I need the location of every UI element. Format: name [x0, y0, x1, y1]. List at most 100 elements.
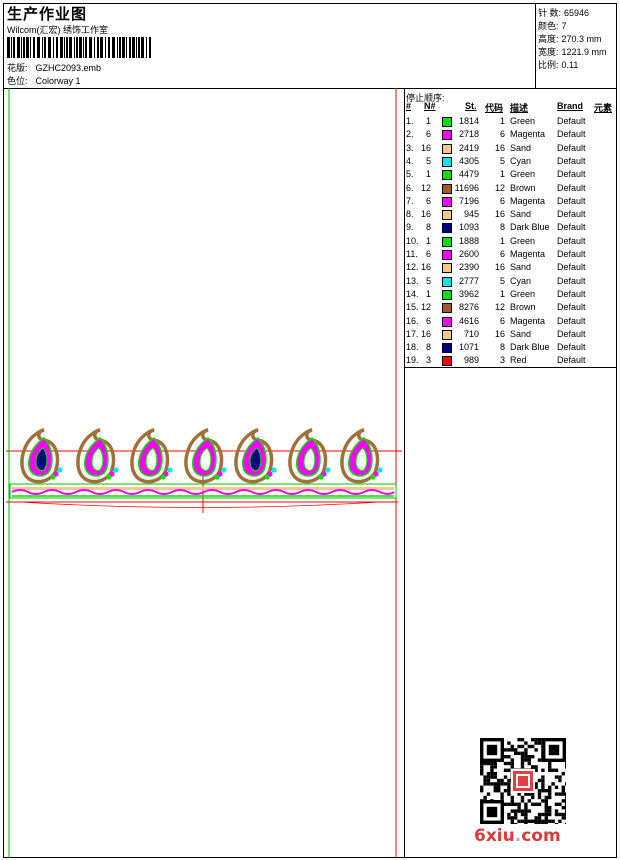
paisley-motif-icon — [130, 428, 173, 484]
row-brand: Default — [557, 235, 586, 246]
row-brand: Default — [557, 262, 586, 273]
color-swatch — [442, 250, 452, 260]
row-code: 6 — [499, 129, 505, 140]
page-title: 生产作业图 — [7, 6, 88, 23]
row-stitches: 2718 — [458, 129, 479, 140]
list-item: 19. 3 989 3 Red Default — [406, 355, 616, 368]
col-brand: Brand — [557, 101, 584, 111]
preview-list-divider — [404, 88, 405, 858]
row-needle: 16 — [420, 262, 431, 273]
pattern-label: 花版: — [7, 63, 28, 73]
list-bottom-divider — [404, 367, 617, 368]
col-index: # — [406, 101, 412, 111]
color-swatch — [442, 143, 452, 154]
row-stitches: 4305 — [458, 155, 479, 166]
row-index: 12. — [406, 262, 419, 273]
row-needle: 1 — [425, 288, 431, 299]
row-needle: 6 — [425, 249, 431, 259]
row-stitches: 3962 — [458, 288, 479, 299]
row-stitches: 710 — [463, 328, 479, 339]
row-stitches: 4479 — [458, 169, 479, 180]
row-stitches: 2777 — [458, 275, 479, 286]
color-swatch — [442, 196, 452, 207]
row-code: 16 — [494, 209, 505, 220]
row-stitches: 1071 — [458, 342, 479, 353]
row-code: 5 — [499, 275, 505, 286]
paisley-motif-icon — [234, 428, 277, 484]
row-code: 16 — [494, 142, 505, 153]
row-stitches: 2419 — [458, 142, 479, 153]
row-description: Magenta — [510, 195, 546, 206]
col-description: 描述 — [510, 103, 529, 113]
row-brand: Default — [557, 275, 586, 286]
stat-value: 65946 — [564, 8, 590, 18]
row-description: Dark Blue — [510, 342, 550, 353]
stat-label: 针 数: — [538, 8, 562, 18]
row-description: Magenta — [510, 129, 546, 140]
stat-row: 宽度: 1221.9 mm — [538, 45, 607, 58]
list-item: 10. 1 1888 1 Green Default — [406, 236, 616, 249]
row-description: Magenta — [510, 315, 546, 326]
row-description: Brown — [510, 182, 536, 193]
sheet-frame — [3, 3, 617, 858]
row-needle: 5 — [425, 275, 431, 286]
row-code: 1 — [499, 116, 505, 126]
stat-row: 颜色: 7 — [538, 19, 567, 32]
row-brand: Default — [557, 195, 586, 206]
list-item: 17. 16 710 16 Sand Default — [406, 329, 616, 342]
stat-row: 比例: 0.11 — [538, 58, 578, 71]
color-swatch — [442, 170, 452, 181]
list-item: 5. 1 4479 1 Green Default — [406, 169, 616, 182]
row-brand: Default — [557, 302, 586, 313]
row-index: 16. — [406, 315, 419, 326]
row-needle: 3 — [425, 355, 431, 366]
row-stitches: 1814 — [458, 116, 479, 126]
row-index: 11. — [406, 249, 418, 259]
stat-label: 宽度: — [538, 47, 559, 57]
magenta-wave — [11, 489, 395, 495]
colorway-value: Colorway 1 — [35, 76, 81, 86]
row-brand: Default — [557, 328, 586, 339]
colorway-row: 色位: Colorway 1 — [7, 74, 81, 87]
stat-value: 1221.9 mm — [561, 47, 607, 57]
list-item: 9. 8 1093 8 Dark Blue Default — [406, 222, 616, 235]
row-code: 8 — [499, 222, 505, 233]
row-code: 8 — [499, 342, 505, 353]
row-description: Red — [510, 355, 527, 366]
stat-row: 高度: 270.3 mm — [538, 32, 602, 45]
row-description: Green — [510, 169, 536, 180]
row-needle: 6 — [425, 129, 431, 140]
col-needle: N# — [424, 101, 436, 111]
software-name: Wilcom(汇宏) 绣饰工作室 — [7, 25, 108, 35]
row-index: 18. — [406, 342, 419, 353]
row-description: Cyan — [510, 275, 532, 286]
row-code: 1 — [499, 235, 505, 246]
row-needle: 16 — [420, 209, 431, 220]
row-brand: Default — [557, 342, 586, 353]
row-needle: 16 — [420, 142, 431, 153]
row-code: 16 — [494, 262, 505, 273]
row-stitches: 1093 — [458, 222, 479, 233]
row-index: 19. — [406, 355, 419, 366]
color-swatch — [442, 130, 452, 141]
design-preview — [6, 88, 402, 858]
row-stitches: 945 — [463, 209, 479, 220]
row-needle: 12 — [420, 302, 431, 313]
row-description: Green — [510, 116, 536, 126]
row-index: 3. — [406, 142, 414, 153]
row-needle: 6 — [425, 315, 431, 326]
list-item: 13. 5 2777 5 Cyan Default — [406, 276, 616, 289]
row-description: Sand — [510, 209, 532, 220]
row-stitches: 4616 — [458, 315, 479, 326]
stat-label: 高度: — [538, 34, 559, 44]
list-item: 7. 6 7196 6 Magenta Default — [406, 196, 616, 209]
row-description: Brown — [510, 302, 536, 313]
row-index: 8. — [406, 209, 414, 220]
row-needle: 8 — [425, 222, 431, 233]
row-code: 6 — [499, 315, 505, 326]
color-swatch — [442, 329, 452, 340]
row-needle: 1 — [425, 116, 431, 126]
row-description: Sand — [510, 328, 532, 339]
row-brand: Default — [557, 169, 586, 180]
row-index: 6. — [406, 182, 414, 193]
